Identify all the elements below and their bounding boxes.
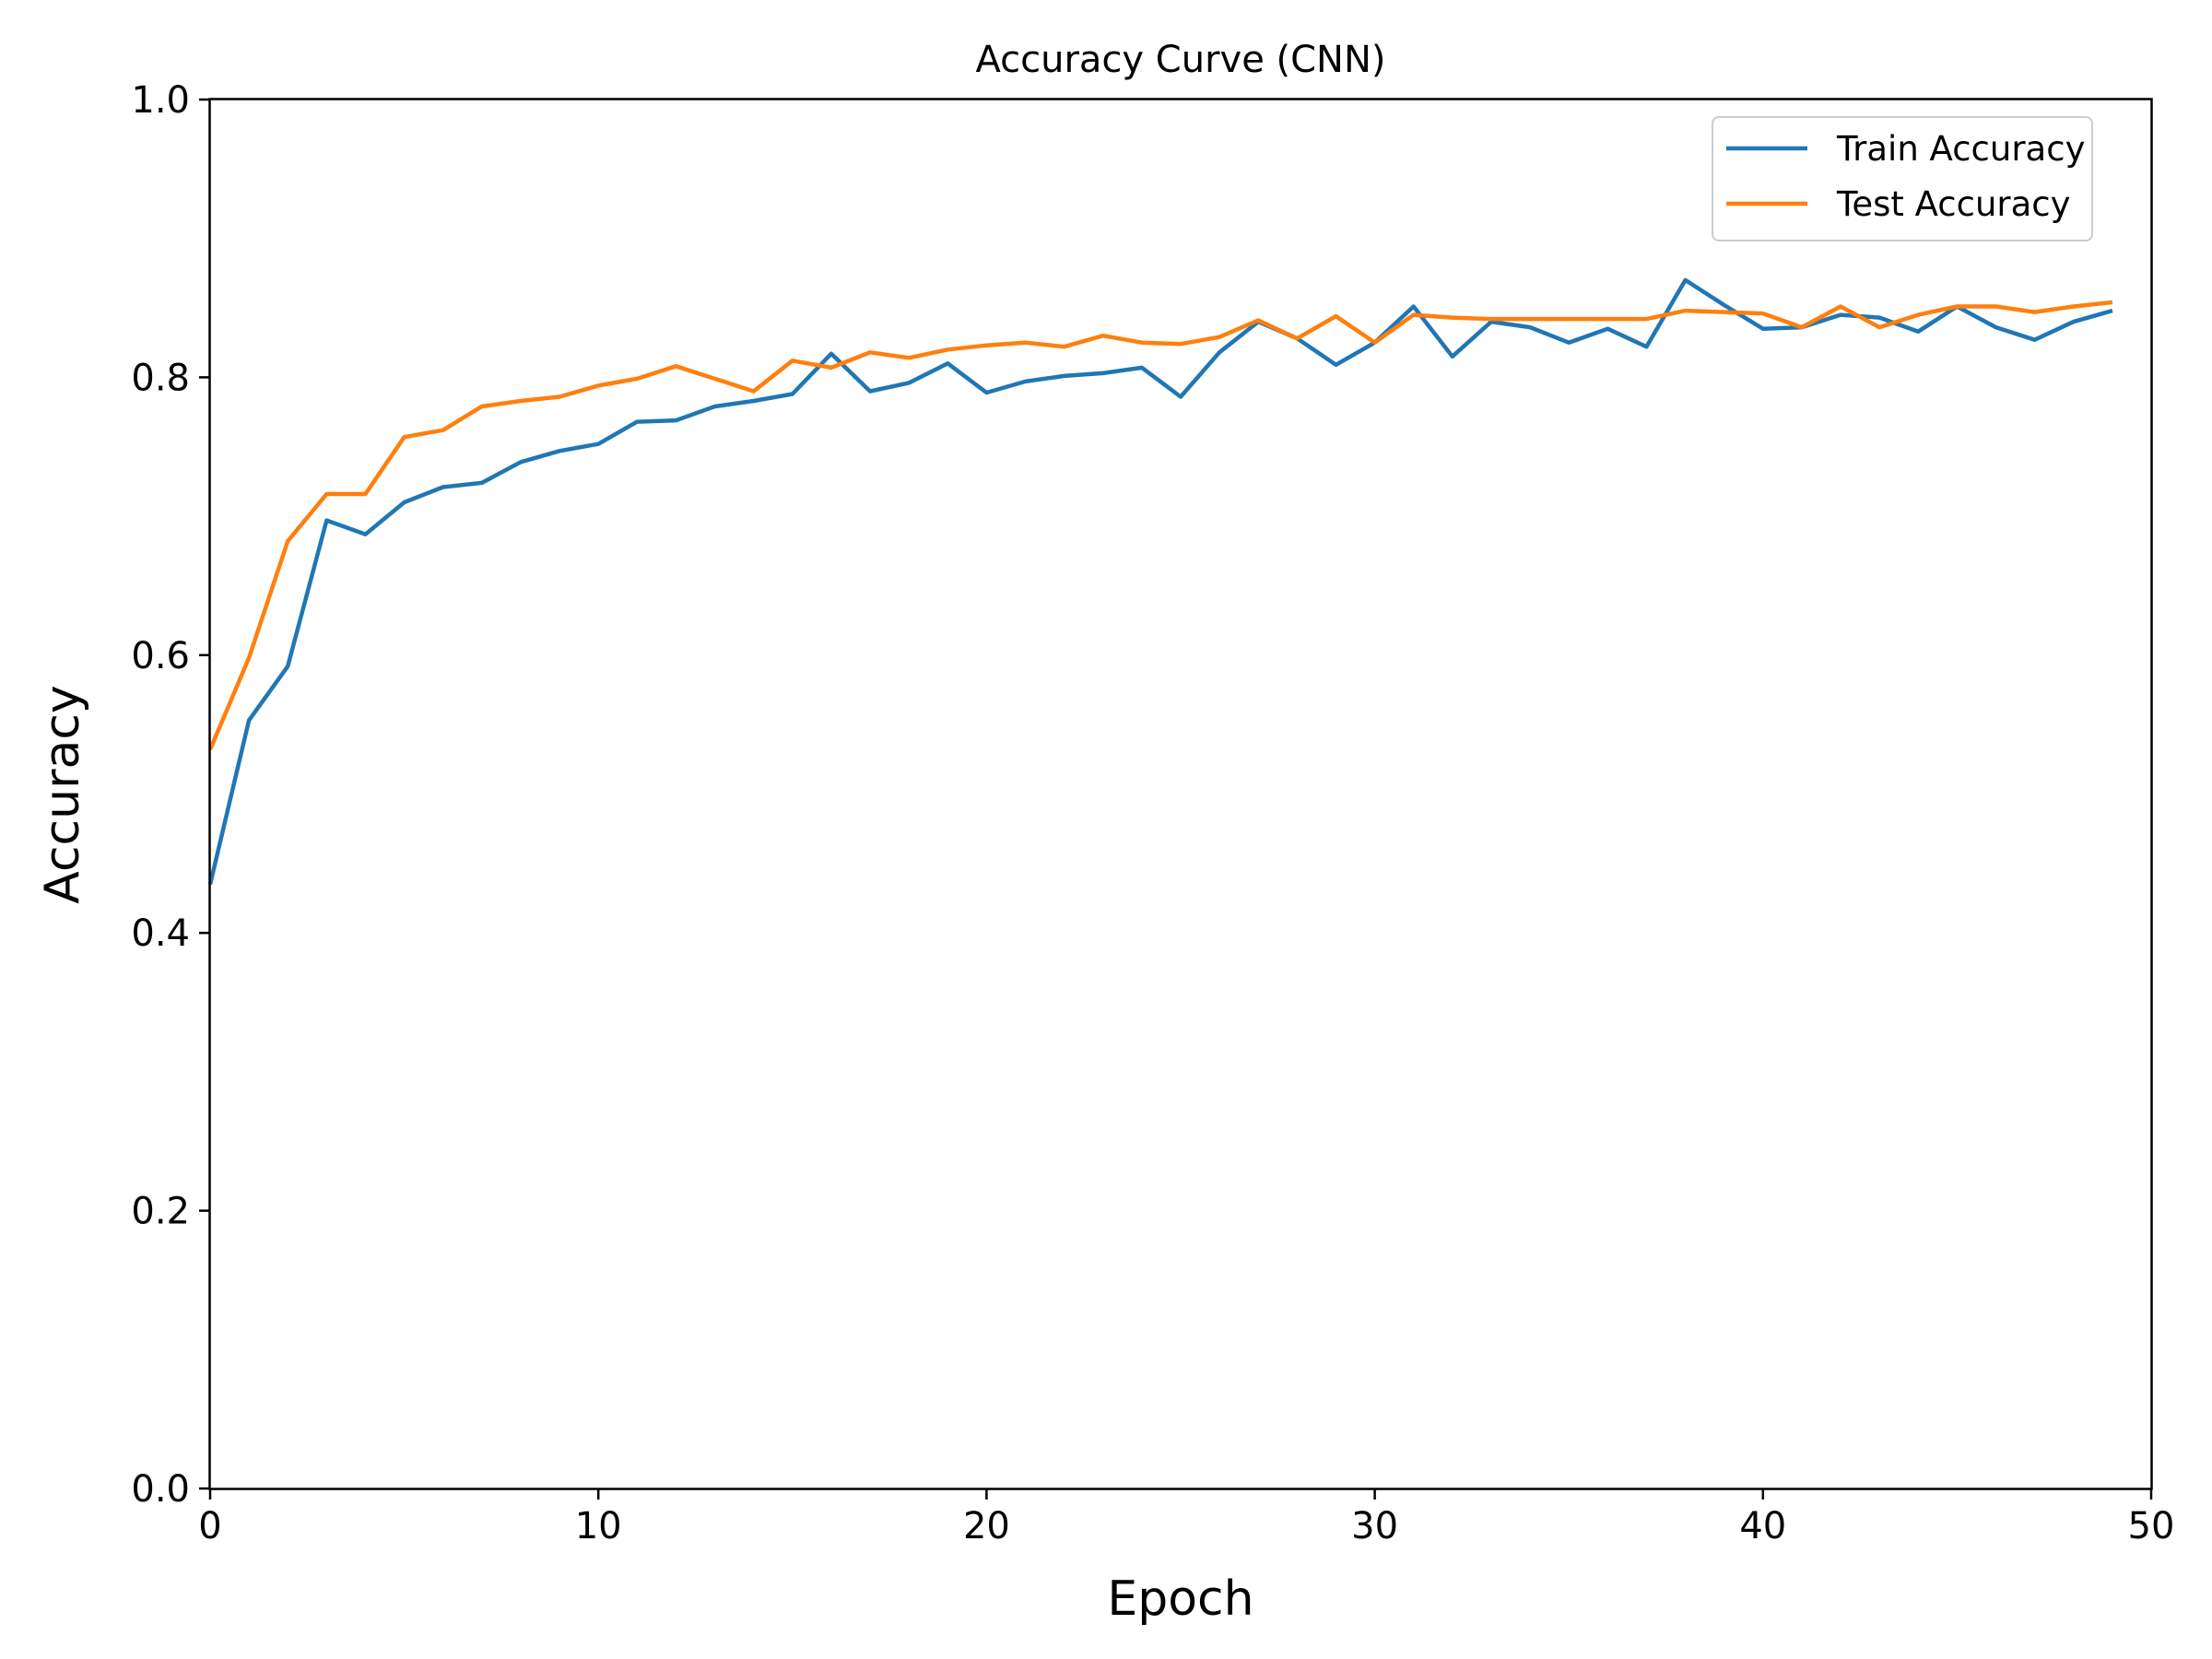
y-tick-label: 0.8 xyxy=(131,357,190,399)
x-tick-label: 30 xyxy=(1351,1505,1398,1547)
y-tick-label: 0.0 xyxy=(131,1468,190,1511)
plot-frame xyxy=(208,98,2153,1490)
series-line-test-accuracy xyxy=(207,300,2113,751)
x-tick-label: 20 xyxy=(963,1505,1010,1547)
chart-title: Accuracy Curve (CNN) xyxy=(975,39,1385,81)
series-layer xyxy=(207,277,2113,886)
y-tick-label: 0.2 xyxy=(131,1191,190,1233)
y-tick-label: 1.0 xyxy=(131,79,190,122)
legend-label-train: Train Accuracy xyxy=(1836,129,2085,169)
x-tick-label: 10 xyxy=(575,1505,622,1547)
x-tick-label: 0 xyxy=(198,1505,221,1547)
legend-label-test: Test Accuracy xyxy=(1836,184,2071,224)
y-axis: 0.0 0.2 0.4 0.6 0.8 1.0 xyxy=(131,79,210,1511)
x-axis-label: Epoch xyxy=(1107,1571,1253,1627)
legend: Train Accuracy Test Accuracy xyxy=(1712,116,2093,241)
y-tick-label: 0.4 xyxy=(131,912,190,955)
x-tick-label: 50 xyxy=(2128,1505,2175,1547)
series-line-train-accuracy xyxy=(207,277,2113,886)
x-tick-label: 40 xyxy=(1739,1505,1786,1547)
x-axis: 0 10 20 30 40 50 xyxy=(198,1488,2174,1547)
y-tick-label: 0.6 xyxy=(131,635,190,677)
y-axis-label: Accuracy xyxy=(35,685,90,903)
